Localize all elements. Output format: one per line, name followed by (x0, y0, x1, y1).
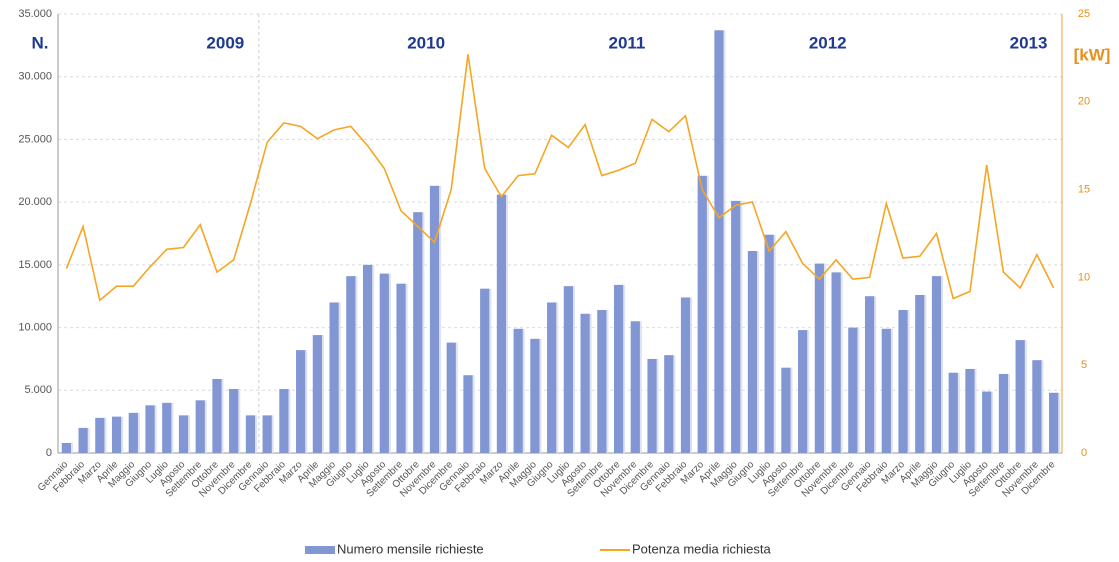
bar (798, 330, 808, 453)
bar (312, 335, 322, 453)
year-label: 2009 (206, 33, 244, 52)
bar (413, 212, 423, 453)
bar (1032, 360, 1042, 453)
year-label: 2011 (608, 33, 645, 52)
bar (279, 389, 289, 453)
bar (530, 338, 540, 453)
bar (898, 310, 908, 453)
bar (95, 417, 105, 453)
y2-tick-label: 10 (1078, 271, 1090, 283)
y2-axis-label: [kW] (1074, 45, 1111, 64)
bar (296, 350, 306, 453)
bar (396, 283, 406, 453)
bar (563, 286, 573, 453)
bar (262, 415, 272, 453)
bar (61, 442, 71, 453)
bar (496, 194, 507, 454)
bar (78, 427, 88, 453)
bar (329, 302, 339, 453)
year-label: 2010 (407, 33, 445, 52)
y-tick-label: 5.000 (24, 384, 52, 396)
y2-tick-label: 5 (1081, 359, 1087, 371)
y-tick-label: 35.000 (18, 8, 52, 20)
bar (630, 321, 640, 453)
bar (597, 310, 607, 453)
bar (848, 327, 858, 453)
bar (145, 405, 155, 453)
bar (998, 373, 1009, 453)
bar (697, 175, 707, 453)
bar (245, 415, 256, 453)
bar (346, 276, 356, 453)
bar (613, 284, 624, 453)
bar (915, 294, 925, 453)
bar (965, 368, 975, 453)
bar (379, 273, 389, 453)
bar (714, 30, 724, 453)
bar (764, 234, 774, 453)
bar (982, 391, 992, 453)
bar (446, 342, 456, 453)
y-tick-label: 15.000 (18, 259, 52, 271)
bar (664, 355, 674, 453)
bar (212, 378, 222, 453)
bar (948, 372, 958, 453)
bar (178, 415, 189, 453)
y-tick-label: 30.000 (18, 71, 52, 83)
bar (195, 400, 205, 453)
bar (429, 185, 440, 453)
bar (814, 263, 824, 453)
bar (781, 367, 791, 453)
bar (128, 412, 138, 453)
bar (162, 402, 172, 453)
y2-tick-label: 0 (1081, 447, 1087, 459)
bar (731, 200, 741, 453)
bar (463, 375, 473, 453)
y-axis-label: N. (32, 33, 49, 52)
bar (1015, 340, 1025, 453)
y2-tick-label: 20 (1078, 96, 1090, 108)
y-tick-label: 20.000 (18, 196, 52, 208)
bar (1049, 392, 1059, 453)
bar (547, 302, 557, 453)
bar (362, 264, 373, 453)
bar (229, 389, 239, 453)
y-tick-label: 10.000 (18, 321, 52, 333)
line (65, 54, 1055, 302)
year-label: 2012 (809, 33, 847, 52)
y-tick-label: 0 (46, 447, 52, 459)
bar (931, 276, 942, 453)
year-label: 2013 (1010, 33, 1048, 52)
bar (480, 288, 490, 453)
bar (881, 328, 891, 453)
bar (647, 358, 657, 453)
bar (747, 251, 758, 453)
legend-label: Numero mensile richieste (337, 541, 484, 556)
legend-label: Potenza media richiesta (632, 541, 772, 556)
bar (513, 328, 523, 453)
bar (864, 296, 875, 453)
bar (580, 313, 590, 453)
y2-tick-label: 15 (1078, 184, 1090, 196)
bar (831, 272, 841, 453)
y2-tick-label: 25 (1078, 8, 1090, 20)
y-tick-label: 25.000 (18, 133, 52, 145)
legend-swatch (305, 546, 335, 554)
bar (111, 416, 122, 453)
bar (680, 297, 691, 453)
